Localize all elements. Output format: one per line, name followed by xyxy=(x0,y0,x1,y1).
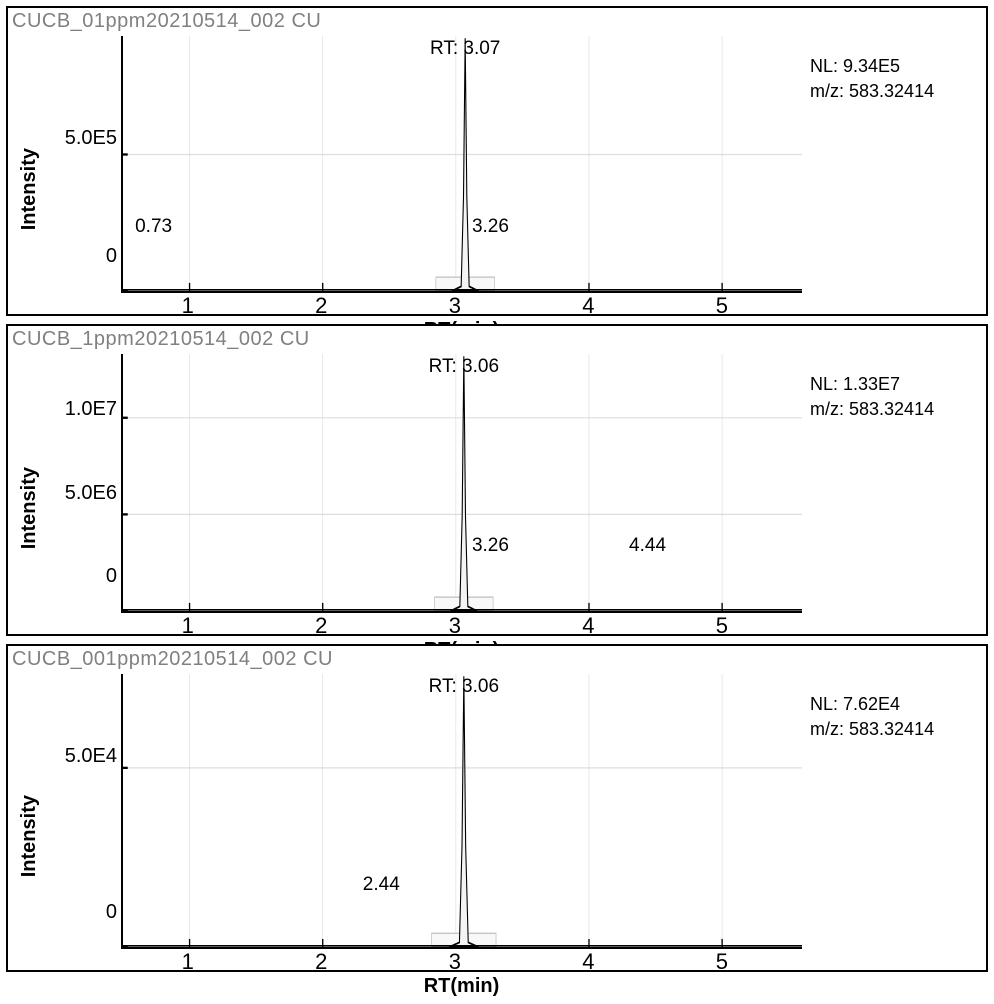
x-tick-label: 1 xyxy=(182,613,194,639)
panel-side-info: NL: 9.34E5m/z: 583.32414 xyxy=(802,36,986,342)
chart-area: RT: 3.06 2.44 xyxy=(121,674,802,949)
minor-rt-label: 2.44 xyxy=(363,874,400,896)
nl-label: NL: 7.62E4 xyxy=(810,692,980,717)
chart-area: RT: 3.07 0.73 3.26 xyxy=(121,36,802,293)
mz-label: m/z: 583.32414 xyxy=(810,717,980,742)
y-axis-label: Intensity xyxy=(16,795,43,877)
panel-body: Intensity 0 5.0E6 1.0E7 RT: 3.06 3.26 4.44 1 2 3 4… xyxy=(8,326,986,668)
minor-rt-label: 3.26 xyxy=(472,535,509,557)
panel-title: CUCB_001ppm20210514_002 CU xyxy=(12,648,333,671)
x-tick-label: 2 xyxy=(315,613,327,639)
y-tick-label: 5.0E5 xyxy=(65,127,117,150)
panel-title: CUCB_1ppm20210514_002 CU xyxy=(12,328,310,351)
x-tick-label: 2 xyxy=(315,949,327,975)
chromatogram-panel: CUCB_1ppm20210514_002 CU Intensity 0 5.0E6 1… xyxy=(6,324,988,636)
x-axis-ticks: 1 2 3 4 5 xyxy=(121,613,802,639)
x-tick-label: 4 xyxy=(582,293,594,319)
x-tick-label: 2 xyxy=(315,293,327,319)
x-tick-label: 1 xyxy=(182,293,194,319)
x-tick-label: 5 xyxy=(716,949,728,975)
minor-rt-label: 3.26 xyxy=(472,216,509,238)
mz-label: m/z: 583.32414 xyxy=(810,397,980,422)
minor-rt-label: 0.73 xyxy=(135,216,172,238)
peak-rt-label: RT: 3.07 xyxy=(430,38,500,60)
chart-column: RT: 3.063.264.4412345RT(min) xyxy=(121,354,802,662)
minor-rt-label: 4.44 xyxy=(629,535,666,557)
chart-column: RT: 3.070.733.2612345RT(min) xyxy=(121,36,802,342)
chromatogram-svg xyxy=(123,674,802,947)
chart-area: RT: 3.06 3.26 4.44 xyxy=(121,354,802,613)
y-tick-label: 1.0E7 xyxy=(65,398,117,421)
y-tick-label: 0 xyxy=(106,901,117,924)
y-tick-label: 0 xyxy=(106,245,117,268)
panel-body: Intensity05.0E4RT: 3.062.4412345RT(min)N… xyxy=(8,646,986,1004)
chart-column: RT: 3.06 2.44 1 2 3 4 5RT(min) xyxy=(121,674,802,998)
peak-rt-label: RT: 3.06 xyxy=(429,356,499,378)
y-tick-label: 5.0E4 xyxy=(65,745,117,768)
x-tick-label: 1 xyxy=(182,949,194,975)
chromatogram-svg xyxy=(123,354,802,611)
x-tick-label: 5 xyxy=(716,293,728,319)
x-axis-ticks: 1 2 3 4 5 xyxy=(121,949,802,975)
nl-label: NL: 1.33E7 xyxy=(810,372,980,397)
y-tick-label: 5.0E6 xyxy=(65,482,117,505)
panel-body: Intensity05.0E5RT: 3.070.733.2612345RT(m… xyxy=(8,8,986,348)
nl-label: NL: 9.34E5 xyxy=(810,54,980,79)
x-tick-label: 5 xyxy=(716,613,728,639)
x-tick-label: 3 xyxy=(449,613,461,639)
x-axis-label: RT(min) xyxy=(121,975,802,998)
chromatogram-panel: CUCB_001ppm20210514_002 CU Intensity 0 5.0E… xyxy=(6,644,988,972)
panel-title: CUCB_01ppm20210514_002 CU xyxy=(12,10,321,33)
panel-side-info: NL: 7.62E4m/z: 583.32414 xyxy=(802,674,986,998)
y-axis-label: Intensity xyxy=(16,148,43,230)
y-axis-ticks: 0 5.0E4 xyxy=(43,674,121,936)
x-tick-label: 3 xyxy=(449,293,461,319)
x-axis-ticks: 1 2 3 4 5 xyxy=(121,293,802,319)
peak-rt-label: RT: 3.06 xyxy=(429,676,499,698)
panel-side-info: NL: 1.33E7m/z: 583.32414 xyxy=(802,354,986,662)
y-tick-label: 0 xyxy=(106,565,117,588)
x-tick-label: 4 xyxy=(582,949,594,975)
chromatogram-panel: CUCB_01ppm20210514_002 CU Intensity 0 5.0E5… xyxy=(6,6,988,316)
chromatogram-svg xyxy=(123,36,802,291)
y-axis-ticks: 0 5.0E5 xyxy=(43,36,121,280)
plot-region: Intensity05.0E5RT: 3.070.733.2612345RT(m… xyxy=(8,36,802,342)
x-tick-label: 3 xyxy=(449,949,461,975)
x-tick-label: 4 xyxy=(582,613,594,639)
mz-label: m/z: 583.32414 xyxy=(810,79,980,104)
y-axis-ticks: 0 5.0E6 1.0E7 xyxy=(43,354,121,600)
plot-region: Intensity 0 5.0E6 1.0E7 RT: 3.06 3.26 4.44 1 2 3 4… xyxy=(8,354,802,662)
y-axis-label: Intensity xyxy=(16,467,43,549)
plot-region: Intensity 0 5.0E4 RT: 3.06 2.44 1 2 3 4 5RT(min) xyxy=(8,674,802,998)
